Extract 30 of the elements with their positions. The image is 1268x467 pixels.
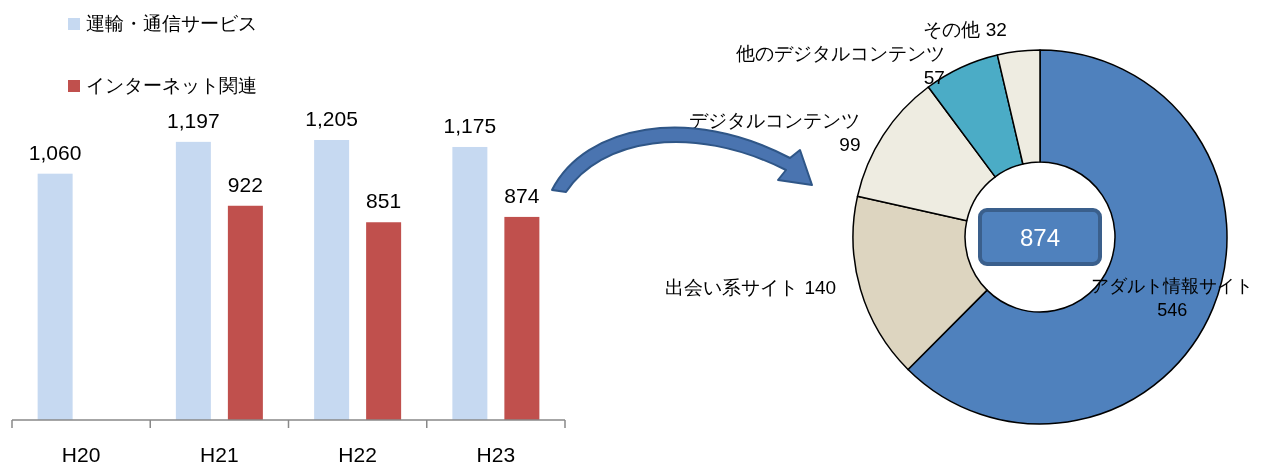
data-label: 1,197 <box>167 108 220 132</box>
x-tick-label: H21 <box>200 443 239 466</box>
slice-label: 他のデジタルコンテンツ <box>735 43 945 65</box>
bar <box>366 222 402 420</box>
data-label: 99 <box>839 134 861 156</box>
bar <box>504 216 540 420</box>
bar <box>314 140 350 420</box>
slice-label: デジタルコンテンツ <box>689 110 861 132</box>
text: 874 <box>1019 224 1061 251</box>
x-tick-label: H20 <box>61 443 101 466</box>
data-label: 32 <box>985 19 1007 41</box>
legend-label: インターネット関連 <box>86 75 257 96</box>
bar <box>175 141 211 420</box>
bar <box>452 146 488 420</box>
bar <box>227 205 263 420</box>
data-label: 922 <box>227 172 263 196</box>
slice-label: 出会い系サイト <box>665 276 799 298</box>
slice-label: その他 <box>922 19 980 41</box>
x-tick-label: H23 <box>476 443 516 466</box>
data-label: 874 <box>504 183 540 207</box>
data-label: 1,175 <box>443 113 497 137</box>
data-label: 140 <box>804 276 837 298</box>
data-label: 57 <box>923 67 945 89</box>
data-label: 851 <box>366 189 402 213</box>
data-label: 546 <box>1157 299 1188 320</box>
bar <box>37 173 73 420</box>
legend-label: 運輸・通信サービス <box>86 13 257 34</box>
data-label: 1,205 <box>305 107 358 130</box>
data-label: 1,060 <box>28 140 82 164</box>
x-tick-label: H22 <box>338 443 377 466</box>
